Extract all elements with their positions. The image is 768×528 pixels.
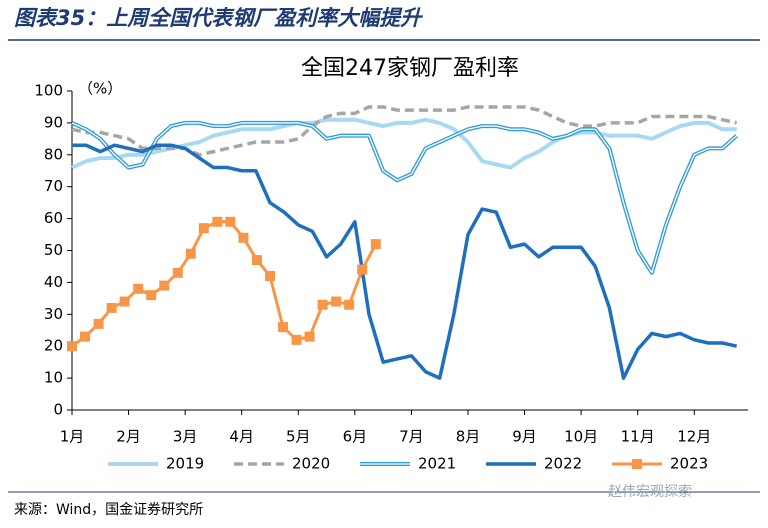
marker: [119, 296, 130, 307]
marker: [212, 216, 223, 227]
y-tick-label: 80: [44, 145, 63, 163]
x-tick-label: 7月: [399, 428, 424, 446]
x-tick-label: 9月: [512, 428, 537, 446]
marker: [238, 232, 249, 243]
y-tick-label: 40: [44, 273, 63, 291]
series-line: [71, 220, 378, 348]
x-tick-label: 8月: [456, 428, 481, 446]
y-tick-label: 30: [44, 305, 63, 323]
marker: [106, 302, 117, 313]
y-tick-label: 50: [44, 241, 63, 259]
x-tick-label: 12月: [677, 428, 711, 446]
marker: [370, 239, 381, 250]
marker: [133, 283, 144, 294]
x-tick-label: 2月: [116, 428, 141, 446]
marker: [304, 331, 315, 342]
marker: [198, 223, 209, 234]
marker: [225, 216, 236, 227]
marker: [357, 264, 368, 275]
legend-label: 2023: [670, 455, 708, 473]
legend-marker: [632, 459, 642, 469]
marker: [185, 248, 196, 259]
y-tick-label: 0: [53, 401, 63, 419]
marker: [146, 290, 157, 301]
x-tick-label: 6月: [343, 428, 368, 446]
series-line-inner: [71, 122, 738, 274]
marker: [172, 267, 183, 278]
legend-label: 2022: [544, 455, 582, 473]
x-tick-label: 5月: [286, 428, 311, 446]
y-tick-label: 70: [44, 177, 63, 195]
legend-label: 2019: [166, 455, 204, 473]
x-tick-label: 1月: [60, 428, 85, 446]
x-tick-label: 11月: [621, 428, 655, 446]
series-line: [71, 117, 737, 170]
marker: [80, 331, 91, 342]
marker: [317, 299, 328, 310]
series-line: [71, 105, 738, 157]
marker: [159, 280, 170, 291]
source: 来源：Wind，国金证券研究所: [14, 502, 203, 518]
series-line: [72, 143, 738, 380]
marker: [93, 318, 104, 329]
y-axis-label: （%）: [78, 80, 122, 98]
header-title: 图表35：上周全国代表钢厂盈利率大幅提升: [14, 6, 423, 30]
x-tick-label: 4月: [229, 428, 254, 446]
marker: [331, 296, 342, 307]
chart-title: 全国247家钢厂盈利率: [301, 56, 519, 81]
x-tick-label: 3月: [173, 428, 198, 446]
legend-label: 2021: [418, 455, 456, 473]
y-tick-label: 100: [34, 82, 63, 100]
marker: [251, 255, 262, 266]
marker: [264, 271, 275, 282]
y-tick-label: 60: [44, 209, 63, 227]
y-tick-label: 90: [44, 113, 63, 131]
marker: [278, 322, 289, 333]
marker: [344, 299, 355, 310]
x-tick-label: 10月: [564, 428, 598, 446]
marker: [67, 341, 77, 352]
marker: [291, 334, 302, 345]
watermark: 赵伟宏观探索: [608, 483, 692, 500]
legend-label: 2020: [292, 455, 330, 473]
y-tick-label: 10: [44, 369, 63, 387]
y-tick-label: 20: [44, 337, 63, 355]
